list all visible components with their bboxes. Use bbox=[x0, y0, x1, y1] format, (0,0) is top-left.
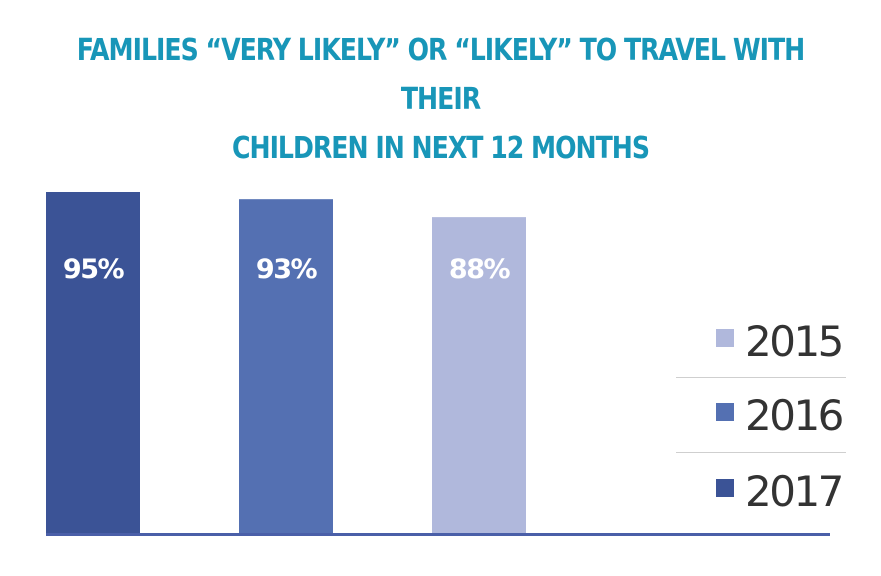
chart-title-line-1: FAMILIES “VERY LIKELY” OR “LIKELY” TO TR… bbox=[76, 33, 806, 117]
bar-2016 bbox=[239, 199, 333, 533]
data-label-2016: 93% bbox=[256, 254, 318, 285]
data-label-2015: 88% bbox=[449, 254, 511, 285]
bar-2017 bbox=[46, 192, 140, 533]
legend-separator-2 bbox=[676, 452, 846, 453]
legend-swatch-2015 bbox=[716, 329, 734, 347]
legend-swatch-2017 bbox=[716, 479, 734, 497]
x-axis-baseline bbox=[46, 533, 830, 536]
legend-swatch-2016 bbox=[716, 403, 734, 421]
chart-title-line-2: CHILDREN IN NEXT 12 MONTHS bbox=[231, 131, 650, 166]
legend-label-2015: 2015 bbox=[745, 317, 842, 366]
legend-label-2016: 2016 bbox=[745, 391, 843, 440]
legend-separator-1 bbox=[676, 377, 846, 378]
chart-title: FAMILIES “VERY LIKELY” OR “LIKELY” TO TR… bbox=[70, 26, 810, 173]
legend-label-2017: 2017 bbox=[745, 467, 842, 516]
data-label-2017: 95% bbox=[63, 254, 125, 285]
bar-2015 bbox=[432, 217, 526, 533]
